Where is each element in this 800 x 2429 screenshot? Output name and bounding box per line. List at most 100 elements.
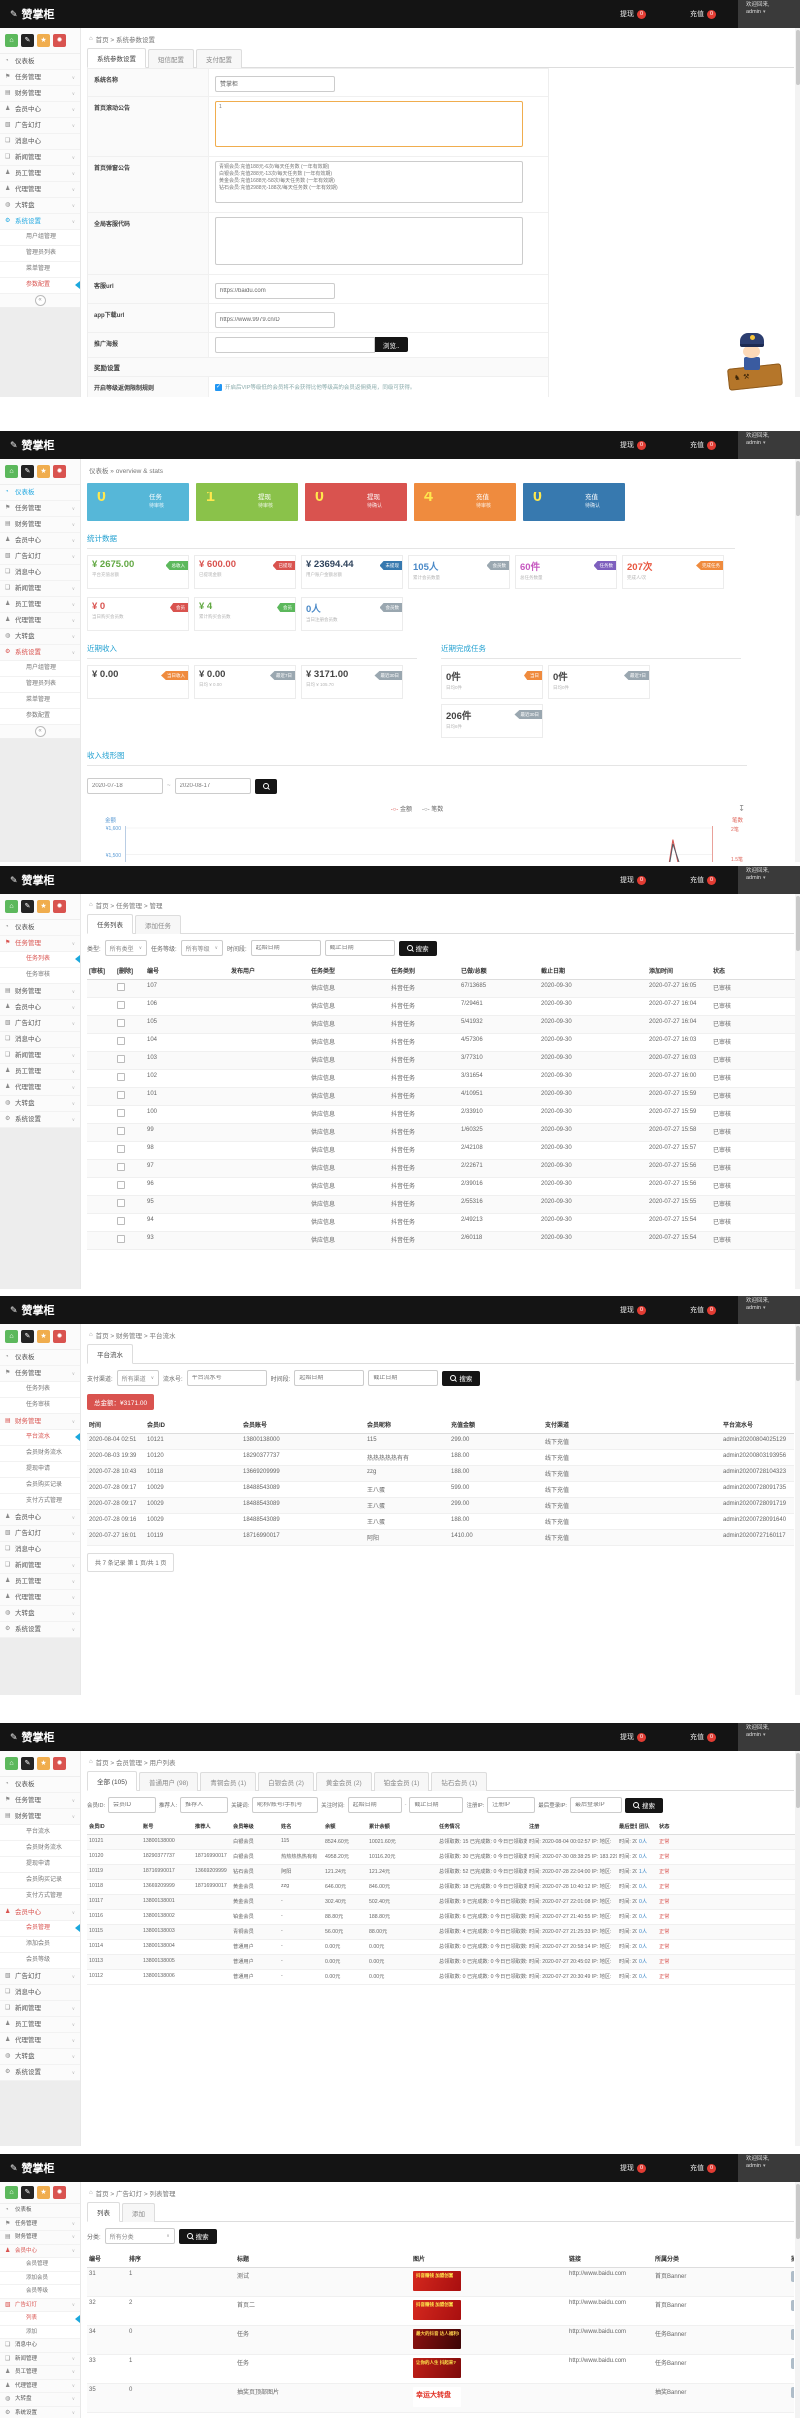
sidebar-item[interactable]: ◍ 大转盘 ∨ bbox=[0, 1096, 80, 1112]
search-button[interactable]: 搜索 bbox=[178, 2228, 217, 2244]
column-header[interactable]: 注册 bbox=[527, 1819, 617, 1835]
sidebar-item[interactable]: ⚙ 系统设置 ∨ bbox=[0, 2065, 80, 2081]
sidebar-item[interactable]: ♟ 会员中心 ∨ bbox=[0, 1905, 80, 1921]
sidebar-item[interactable]: 提现申请 bbox=[0, 1857, 80, 1873]
column-header[interactable]: [删除] bbox=[115, 962, 145, 980]
column-header[interactable]: 发布用户 bbox=[229, 962, 309, 980]
sidebar-item[interactable]: ▧ 广告幻灯 ∨ bbox=[0, 1016, 80, 1032]
keyword-input[interactable] bbox=[252, 1797, 319, 1813]
mini-square-icon[interactable]: ★ bbox=[37, 34, 50, 47]
row-checkbox[interactable] bbox=[117, 1235, 125, 1243]
ad-link[interactable]: http://www.baidu.com bbox=[567, 2354, 653, 2384]
sidebar-item[interactable]: ◍ 大转盘 ∨ bbox=[0, 198, 80, 214]
mini-square-icon[interactable]: ⌂ bbox=[5, 34, 18, 47]
sidebar-item[interactable]: ♟ 代理管理 ∨ bbox=[0, 182, 80, 198]
edit-button[interactable]: 编辑 bbox=[791, 2358, 794, 2369]
mini-square-icon[interactable]: ⌂ bbox=[5, 2186, 18, 2199]
sidebar-item[interactable]: ♟ 员工管理 ∨ bbox=[0, 2366, 80, 2380]
sidebar-item[interactable]: ♟ 代理管理 ∨ bbox=[0, 1080, 80, 1096]
sidebar-item[interactable]: ⚑ 任务管理 ∨ bbox=[0, 70, 80, 86]
sidebar-item[interactable]: 提现申请 bbox=[0, 1462, 80, 1478]
brand[interactable]: ✎ 赞掌柜 bbox=[10, 874, 55, 888]
navbar-withdraw-link[interactable]: 提现 0 bbox=[598, 440, 668, 450]
row-checkbox[interactable] bbox=[117, 1055, 125, 1063]
sidebar-item[interactable]: ◍ 大转盘 ∨ bbox=[0, 2393, 80, 2407]
tab[interactable]: 全部 (105) bbox=[87, 1771, 137, 1791]
column-header[interactable]: 累计余额 bbox=[367, 1819, 437, 1835]
row-checkbox[interactable] bbox=[117, 1217, 125, 1225]
sidebar-item[interactable]: ▤ 财务管理 ∨ bbox=[0, 984, 80, 1000]
sidebar-collapse-button[interactable]: « bbox=[0, 725, 80, 739]
sidebar-item[interactable]: ❏ 消息中心 bbox=[0, 1985, 80, 2001]
mini-square-icon[interactable]: ★ bbox=[37, 900, 50, 913]
sidebar-item[interactable]: ▧ 广告幻灯 ∨ bbox=[0, 1526, 80, 1542]
date-start-input[interactable] bbox=[347, 1797, 402, 1813]
column-header[interactable]: 充值金额 bbox=[449, 1416, 543, 1434]
stat-box[interactable]: 0 任务 待审核 bbox=[87, 483, 189, 521]
sidebar-item[interactable]: ◔ 仪表板 bbox=[0, 485, 80, 501]
mini-square-icon[interactable]: ✎ bbox=[21, 2186, 34, 2199]
sidebar-item[interactable]: ♟ 会员中心 ∨ bbox=[0, 2244, 80, 2258]
row-checkbox[interactable] bbox=[117, 1019, 125, 1027]
sidebar-item[interactable]: ❑ 新闻管理 ∨ bbox=[0, 1048, 80, 1064]
sidebar-item[interactable]: ❏ 消息中心 bbox=[0, 134, 80, 150]
column-header[interactable]: 图片 bbox=[411, 2250, 567, 2268]
sidebar-item[interactable]: 会员购买记录 bbox=[0, 1873, 80, 1889]
stat-box[interactable]: 4 充值 待审核 bbox=[414, 483, 516, 521]
date-start-input[interactable] bbox=[250, 940, 321, 956]
sidebar-item[interactable]: ⚙ 系统设置 ∨ bbox=[0, 645, 80, 661]
sidebar-item[interactable]: 会员等级 bbox=[0, 1953, 80, 1969]
row-checkbox[interactable] bbox=[117, 1109, 125, 1117]
navbar-withdraw-link[interactable]: 提现 0 bbox=[598, 875, 668, 885]
sidebar-item[interactable]: ⚙ 系统设置 ∨ bbox=[0, 1112, 80, 1128]
sidebar-item[interactable]: ♟ 代理管理 ∨ bbox=[0, 2379, 80, 2393]
sidebar-item[interactable]: ❏ 消息中心 bbox=[0, 565, 80, 581]
navbar-recharge-link[interactable]: 充值 0 bbox=[668, 875, 738, 885]
sidebar-item[interactable]: ♟ 代理管理 ∨ bbox=[0, 1590, 80, 1606]
date-to-input[interactable] bbox=[174, 778, 251, 794]
sidebar-item[interactable]: ▤ 财务管理 ∨ bbox=[0, 517, 80, 533]
sidebar-item[interactable]: 参数配置 bbox=[0, 278, 80, 294]
sidebar-item[interactable]: 会员管理 bbox=[0, 2258, 80, 2272]
sidebar-item[interactable]: 会员等级 bbox=[0, 2285, 80, 2299]
sidebar-item[interactable]: 平台流水 bbox=[0, 1430, 80, 1446]
brand[interactable]: ✎ 赞掌柜 bbox=[10, 1731, 55, 1745]
member-team-count[interactable]: 0人 bbox=[637, 1849, 657, 1865]
tab[interactable]: 列表 bbox=[87, 2202, 120, 2222]
sidebar-item[interactable]: ▧ 广告幻灯 ∨ bbox=[0, 549, 80, 565]
ad-link[interactable]: http://www.baidu.com bbox=[567, 2267, 653, 2297]
row-checkbox[interactable] bbox=[117, 1145, 125, 1153]
sidebar-item[interactable]: ▧ 广告幻灯 ∨ bbox=[0, 1969, 80, 1985]
column-header[interactable]: 所属分类 bbox=[653, 2250, 789, 2268]
date-end-input[interactable] bbox=[324, 940, 395, 956]
row-checkbox[interactable] bbox=[117, 1073, 125, 1081]
tab[interactable]: 铂金会员 (1) bbox=[373, 1772, 430, 1791]
mini-square-icon[interactable]: ⌂ bbox=[5, 1757, 18, 1770]
mini-square-icon[interactable]: ✹ bbox=[53, 1330, 66, 1343]
mini-square-icon[interactable]: ★ bbox=[37, 1757, 50, 1770]
sidebar-item[interactable]: ♟ 代理管理 ∨ bbox=[0, 613, 80, 629]
sidebar-item[interactable]: ▧ 广告幻灯 ∨ bbox=[0, 2298, 80, 2312]
row-checkbox[interactable] bbox=[117, 1127, 125, 1135]
sidebar-item[interactable]: ♟ 会员中心 ∨ bbox=[0, 1510, 80, 1526]
navbar-recharge-link[interactable]: 充值 0 bbox=[668, 1732, 738, 1742]
pagination[interactable]: 共 7 条记录 第 1 页/共 1 页 bbox=[87, 1553, 175, 1572]
edit-button[interactable]: 编辑 bbox=[791, 2300, 794, 2311]
sidebar-item[interactable]: 任务审核 bbox=[0, 1398, 80, 1414]
mini-square-icon[interactable]: ⌂ bbox=[5, 1330, 18, 1343]
row-checkbox[interactable] bbox=[117, 1199, 125, 1207]
mini-square-icon[interactable]: ✎ bbox=[21, 900, 34, 913]
date-end-input[interactable] bbox=[368, 1370, 439, 1386]
row-checkbox[interactable] bbox=[117, 983, 125, 991]
search-button[interactable]: 搜索 bbox=[398, 940, 437, 956]
sidebar-item[interactable]: ▤ 财务管理 ∨ bbox=[0, 1414, 80, 1430]
member-team-count[interactable]: 0人 bbox=[637, 1894, 657, 1910]
sidebar-item[interactable]: ♟ 会员中心 ∨ bbox=[0, 533, 80, 549]
column-header[interactable]: 会员等级 bbox=[231, 1819, 279, 1835]
sidebar-item[interactable]: 菜单管理 bbox=[0, 693, 80, 709]
column-header[interactable]: [审核] bbox=[87, 962, 115, 980]
column-header[interactable]: 支付渠道 bbox=[543, 1416, 721, 1434]
tab[interactable]: 添加任务 bbox=[135, 915, 181, 934]
mini-square-icon[interactable]: ✎ bbox=[21, 34, 34, 47]
chart-search-button[interactable] bbox=[254, 778, 277, 794]
